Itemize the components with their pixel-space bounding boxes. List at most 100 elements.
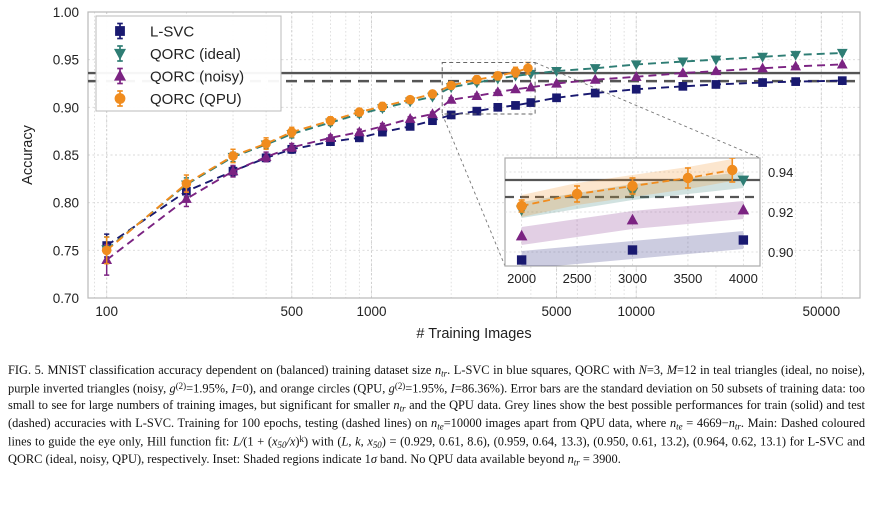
marker-triangle-up — [181, 193, 192, 203]
marker-square — [516, 255, 527, 265]
legend-label: QORC (noisy) — [150, 69, 244, 86]
y-tick-label: 0.95 — [53, 53, 79, 68]
legend[interactable]: L-SVC QORC (ideal) QORC (noisy) QORC (QPU) — [95, 15, 282, 112]
marker-triangle-up — [353, 126, 365, 137]
marker-square — [405, 122, 415, 131]
y-tick-label: 0.75 — [53, 243, 79, 258]
legend-item-qorc-qpu-[interactable]: QORC (QPU) — [114, 90, 242, 108]
marker-triangle-down — [790, 50, 802, 61]
marker-square — [758, 78, 767, 87]
marker-square — [627, 245, 638, 255]
marker-triangle-up — [286, 141, 298, 152]
inset-x-tick-label: 2000 — [507, 271, 536, 286]
marker-triangle-up — [227, 165, 239, 176]
marker-circle — [114, 93, 126, 104]
y-tick-label: 0.80 — [53, 196, 79, 211]
marker-triangle-down — [710, 55, 722, 66]
marker-circle — [523, 63, 533, 74]
legend-item-qorc-ideal-[interactable]: QORC (ideal) — [113, 45, 241, 63]
marker-triangle-up — [492, 86, 504, 97]
marker-circle — [510, 67, 521, 77]
marker-triangle-up — [427, 108, 438, 119]
marker-circle — [405, 94, 415, 105]
x-tick-label: 100 — [95, 304, 118, 319]
marker-triangle-down — [630, 60, 642, 71]
x-tick-label: 5000 — [542, 304, 572, 319]
axes-border — [87, 11, 861, 299]
marker-square — [552, 93, 561, 103]
marker-square — [446, 110, 456, 120]
marker-circle — [472, 74, 482, 85]
marker-circle — [101, 245, 112, 256]
inset-x-tick-label: 3500 — [673, 271, 702, 286]
y-tick-label: 0.70 — [53, 291, 79, 306]
marker-circle — [727, 164, 738, 176]
x-tick-label: 10000 — [617, 304, 655, 319]
guide-line — [106, 52, 843, 251]
marker-square — [631, 84, 641, 94]
inset-x-tick-label: 3000 — [618, 271, 647, 286]
marker-triangle-up — [630, 71, 642, 81]
marker-triangle-up — [836, 58, 848, 69]
marker-square — [115, 26, 125, 36]
marker-square — [791, 77, 800, 86]
marker-circle — [682, 172, 694, 184]
marker-triangle-up — [377, 120, 388, 131]
marker-square — [590, 88, 600, 98]
marker-circle — [446, 80, 456, 91]
marker-circle — [627, 180, 638, 192]
marker-triangle-up — [510, 83, 521, 94]
marker-square — [472, 106, 482, 116]
legend-item-qorc-noisy-[interactable]: QORC (noisy) — [113, 67, 244, 86]
legend-label: QORC (QPU) — [150, 91, 242, 108]
y-tick-label: 0.85 — [53, 148, 79, 163]
marker-triangle-up — [790, 60, 802, 71]
marker-triangle-down — [677, 57, 689, 68]
inset-axes: 2000 2500 3000 3500 4000 0.90 0.92 0.94 — [504, 157, 793, 286]
marker-circle — [492, 71, 503, 81]
inset-y-tick-label: 0.94 — [768, 165, 793, 180]
zoom-region-rect — [441, 62, 536, 115]
marker-triangle-up — [551, 77, 562, 88]
marker-circle — [377, 101, 388, 112]
marker-square — [837, 76, 847, 85]
marker-triangle-up — [113, 69, 127, 81]
marker-triangle-up — [525, 81, 537, 92]
marker-square — [738, 235, 749, 245]
zoom-connector-line — [534, 62, 761, 159]
marker-circle — [181, 178, 192, 189]
marker-triangle-up — [737, 203, 750, 215]
marker-triangle-down — [757, 52, 768, 63]
marker-triangle-down — [737, 175, 750, 187]
zoom-indicator-rect — [441, 62, 761, 267]
series-qorc-qpu- — [101, 61, 533, 265]
inset-content — [505, 158, 760, 266]
y-tick-label: 0.90 — [53, 100, 79, 115]
marker-circle — [354, 107, 365, 117]
marker-square — [493, 102, 503, 112]
legend-item-l-svc[interactable]: L-SVC — [115, 22, 194, 41]
marker-triangle-up — [626, 213, 639, 225]
marker-triangle-up — [515, 229, 528, 241]
inset-y-tick-label: 0.92 — [768, 205, 793, 220]
inset-x-tick-label: 2500 — [563, 271, 592, 286]
marker-triangle-up — [710, 65, 722, 76]
data-series-group — [101, 48, 848, 276]
marker-circle — [571, 188, 583, 200]
marker-triangle-up — [757, 62, 768, 73]
figure-caption: FIG. 5. MNIST classification accuracy de… — [8, 363, 866, 468]
y-axis-label: Accuracy — [20, 124, 36, 184]
legend-label: L-SVC — [150, 24, 194, 41]
marker-square — [511, 101, 520, 110]
x-tick-label: 1000 — [356, 304, 386, 319]
inset-x-tick-label: 4000 — [729, 271, 758, 286]
guide-line — [106, 63, 843, 261]
tick-labels: 100 500 1000 5000 10000 50000 0.70 0.75 0.80 0.85… — [20, 5, 840, 342]
marker-triangle-down — [589, 64, 601, 75]
legend-label: QORC (ideal) — [150, 46, 241, 63]
marker-circle — [427, 89, 438, 99]
marker-triangle-down — [836, 48, 848, 59]
marker-triangle-up — [260, 151, 272, 161]
